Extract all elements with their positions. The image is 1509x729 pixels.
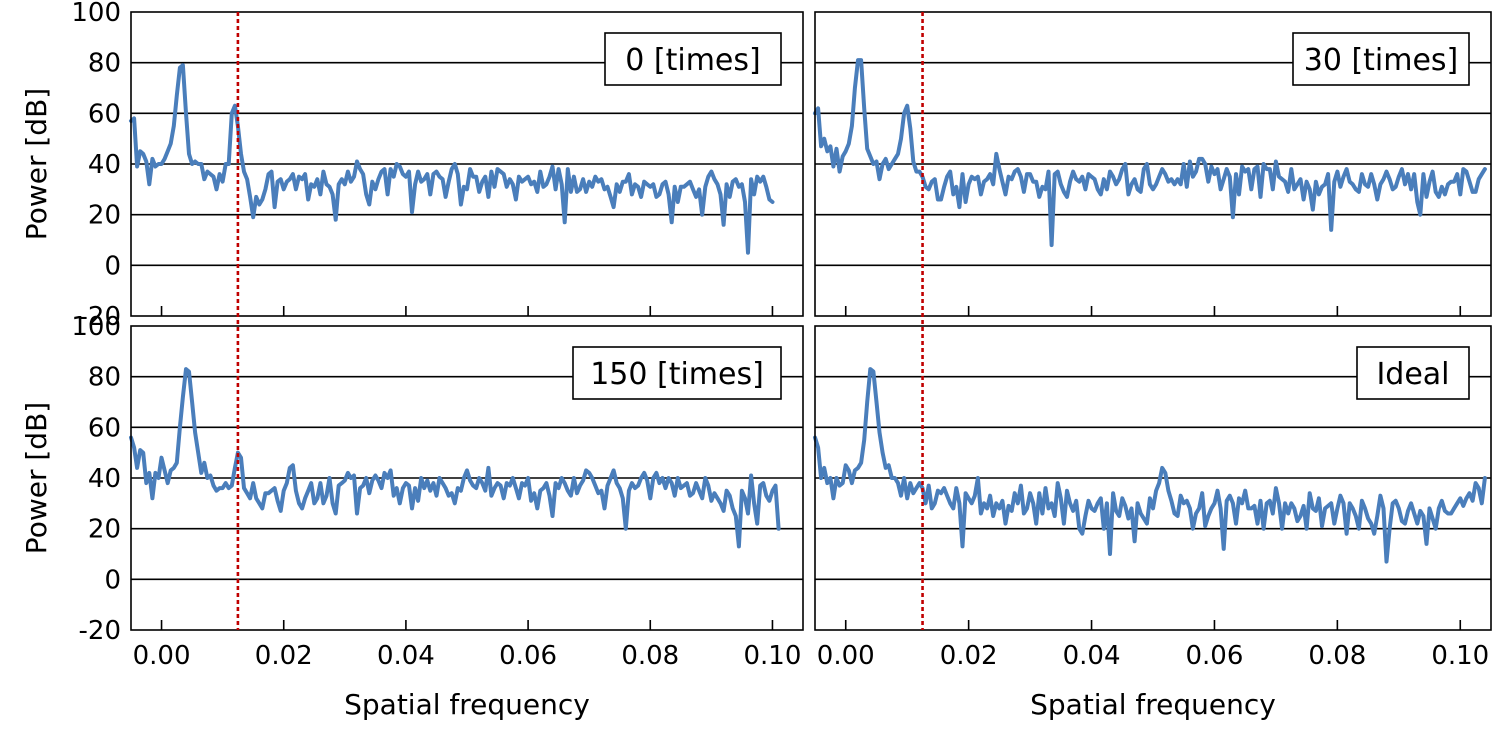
y-axis-title: Power [dB] [20, 88, 53, 240]
y-tick-label: 20 [88, 201, 121, 231]
x-tick-label: 0.08 [621, 641, 679, 671]
x-tick-label: 0.04 [377, 641, 435, 671]
x-tick-label: 0.10 [1431, 641, 1489, 671]
chart-panel-1: 100 80 60 40 20 0 -20 Power [dB] 0 [times] [20, 0, 804, 332]
x-tick-label: 0.02 [940, 641, 998, 671]
chart-panel-3: 100 80 60 40 20 0 -20 Power [dB] 0.00 0.02 0.04 0.0… [20, 312, 804, 721]
y-tick-label: 60 [88, 99, 121, 129]
panel-label: 30 [times] [1304, 43, 1459, 78]
x-axis-title: Spatial frequency [344, 688, 590, 721]
y-tick-label: 80 [88, 49, 121, 79]
y-tick-label: -20 [79, 302, 121, 332]
y-tick-label: 100 [71, 312, 121, 342]
panel-label-box [1356, 346, 1470, 400]
panel-label: 0 [times] [625, 43, 760, 78]
x-tick-label: 0.04 [1063, 641, 1121, 671]
x-tick-label: 0.06 [1186, 641, 1244, 671]
series-line [813, 58, 1487, 248]
x-tick-label: 0.06 [499, 641, 557, 671]
panel-label: Ideal [1376, 357, 1449, 392]
y-tick-label: 0 [104, 565, 121, 595]
x-axis-title: Spatial frequency [1030, 688, 1276, 721]
chart-panel-4: 0.00 0.02 0.04 0.06 0.08 0.10 Spatial frequenc… [813, 325, 1492, 721]
panel-label-box [1292, 32, 1470, 86]
panel-label-box [604, 32, 782, 86]
y-tick-label: 40 [88, 464, 121, 494]
y-tick-label: 0 [104, 251, 121, 281]
series-line [813, 367, 1487, 564]
x-tick-label: 0.00 [817, 641, 875, 671]
series-line [129, 63, 775, 255]
y-tick-label: 60 [88, 413, 121, 443]
chart-panel-2: 30 [times] [813, 11, 1492, 317]
y-tick-label: 20 [88, 515, 121, 545]
y-tick-label: 80 [88, 363, 121, 393]
panel-label-box [572, 346, 782, 400]
x-tick-label: 0.02 [255, 641, 313, 671]
plot-frame [814, 325, 1492, 631]
x-tick-label: 0.08 [1308, 641, 1366, 671]
panel-label: 150 [times] [590, 357, 764, 392]
x-tick-label: 0.00 [133, 641, 191, 671]
y-tick-label: 100 [71, 0, 121, 28]
y-tick-label: -20 [79, 616, 121, 646]
plot-frame [130, 11, 804, 317]
x-tick-label: 0.10 [744, 641, 802, 671]
y-tick-label: 40 [88, 150, 121, 180]
plot-frame [130, 325, 804, 631]
plot-frame [814, 11, 1492, 317]
y-axis-title: Power [dB] [20, 402, 53, 554]
